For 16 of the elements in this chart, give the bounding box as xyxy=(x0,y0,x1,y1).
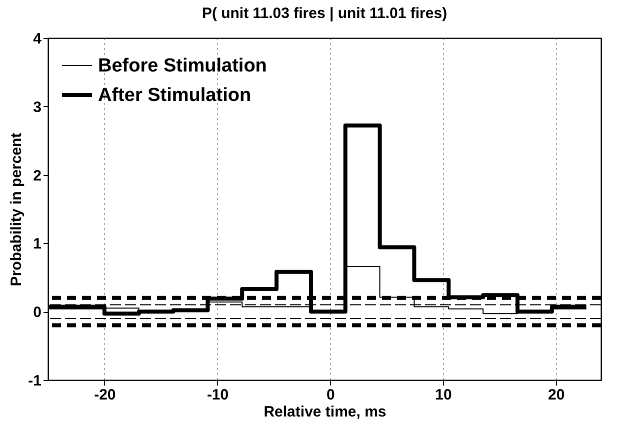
x-tick-label: -20 xyxy=(94,386,116,404)
x-tick-label: 0 xyxy=(326,386,335,404)
y-tick-label: 1 xyxy=(33,236,42,253)
legend-label: Before Stimulation xyxy=(98,56,267,76)
y-tick-label: 0 xyxy=(33,304,42,322)
x-tick-label: -10 xyxy=(206,386,229,404)
y-tick-label: 3 xyxy=(33,98,42,116)
x-axis-title: Relative time, ms xyxy=(264,404,386,420)
chart-title: P( unit 11.03 fires | unit 11.01 fires) xyxy=(202,5,448,22)
y-tick-label: -1 xyxy=(28,372,42,390)
y-tick-label: 2 xyxy=(33,167,42,184)
x-tick-label: 20 xyxy=(548,386,565,404)
y-tick-label: 4 xyxy=(33,30,42,48)
legend-label: After Stimulation xyxy=(98,85,252,106)
y-axis-title: Probability in percent xyxy=(8,132,26,286)
x-tick-label: 10 xyxy=(435,386,452,404)
